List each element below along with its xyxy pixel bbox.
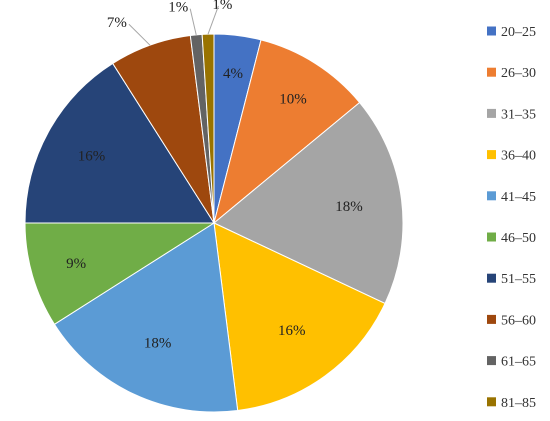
data-label-46-50: 9% [66,256,86,272]
leader-line [128,23,151,46]
pie-slice-26-30 [213,39,361,225]
legend-item-41-45: 41–45 [487,190,536,205]
legend-swatch [487,397,496,407]
legend-label: 41–45 [501,190,536,205]
data-label-61-65: 1% [168,0,188,16]
legend-swatch [487,356,496,366]
data-label-41-45: 18% [144,336,172,352]
legend-item-26-30: 26–30 [487,66,536,81]
legend-swatch [487,108,496,118]
data-label-31-35: 18% [335,199,363,215]
legend-item-51-55: 51–55 [487,272,536,287]
data-label-20-25: 4% [223,66,243,82]
legend: 20–25 26–30 31–35 36–40 41–45 46–50 51–55 56–60… [487,25,536,411]
legend-item-56-60: 56–60 [487,313,536,328]
legend-swatch [487,150,496,160]
data-label-51-55: 16% [78,149,106,165]
pie-data-labels: 4% 10% 18% 16% 18% 9% 16% 7% 1% 1% [66,0,363,352]
pie-slice-31-35 [213,101,404,305]
legend-label: 46–50 [501,231,536,246]
legend-item-36-40: 36–40 [487,149,536,164]
pie-slice-46-50 [24,222,216,325]
legend-item-20-25: 20–25 [487,25,536,40]
leader-line [189,8,197,35]
legend-swatch [487,67,496,77]
legend-item-46-50: 46–50 [487,231,536,246]
pie-slices [24,33,404,413]
legend-swatch [487,191,496,201]
legend-label: 31–35 [501,107,536,122]
leader-line [207,5,219,35]
data-label-36-40: 16% [278,323,306,339]
legend-label: 56–60 [501,313,536,328]
pie-slice-36-40 [213,222,386,412]
pie-slice-41-45 [53,222,239,413]
legend-item-61-65: 61–65 [487,355,536,370]
legend-swatch [487,26,496,36]
legend-item-31-35: 31–35 [487,107,536,122]
legend-item-81-85: 81–85 [487,396,536,411]
legend-label: 20–25 [501,25,536,40]
legend-label: 81–85 [501,396,536,411]
legend-label: 26–30 [501,66,536,81]
data-label-81-85: 1% [212,0,232,13]
data-label-26-30: 10% [279,92,307,108]
pie-slice-51-55 [24,62,215,224]
legend-label: 51–55 [501,272,536,287]
legend-label: 36–40 [501,149,536,164]
legend-swatch [487,314,496,324]
legend-swatch [487,273,496,283]
legend-swatch [487,232,496,242]
legend-label: 61–65 [501,355,536,370]
data-label-56-60: 7% [107,15,127,31]
